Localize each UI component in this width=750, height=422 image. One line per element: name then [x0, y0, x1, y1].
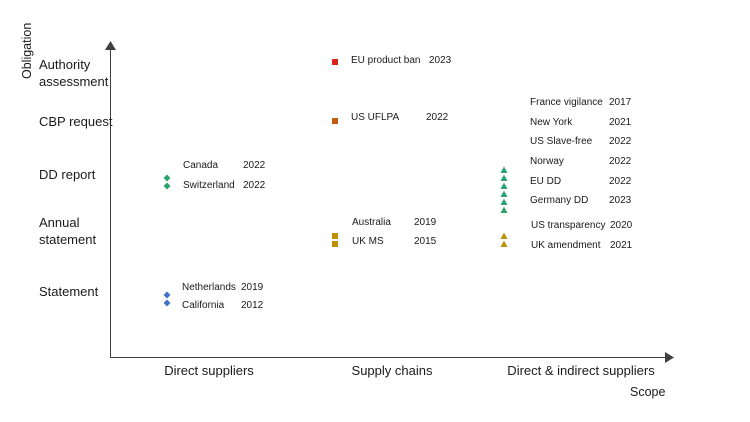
point-label: Germany DD [530, 195, 589, 206]
triangle-marker [500, 206, 508, 213]
point-year: 2022 [609, 176, 632, 187]
point-label: France vigilance [530, 97, 603, 108]
y-tick-label: Statement [39, 284, 99, 299]
point-year: 2012 [241, 300, 264, 311]
x-tick-label: Direct suppliers [164, 363, 254, 378]
y-axis-line [110, 48, 111, 358]
triangle-marker [500, 166, 508, 173]
point-label: US transparency [531, 220, 606, 231]
point-label: New York [530, 117, 573, 128]
triangle-marker [500, 174, 508, 181]
point-year: 2023 [429, 55, 452, 66]
point-year: 2021 [610, 240, 633, 251]
point-year: 2022 [243, 160, 266, 171]
point-year: 2015 [414, 236, 437, 247]
point-label: California [182, 300, 225, 311]
point-label: EU product ban [351, 55, 421, 66]
point-year: 2019 [414, 217, 437, 228]
point-year: 2022 [609, 136, 632, 147]
square-marker [332, 59, 338, 65]
point-label: UK MS [352, 236, 384, 247]
y-tick-label: CBP request [39, 114, 113, 129]
diamond-marker [163, 182, 171, 190]
point-year: 2022 [243, 180, 266, 191]
point-label: Norway [530, 156, 564, 167]
point-label: UK amendment [531, 240, 601, 251]
x-axis-line [110, 357, 666, 358]
y-axis-title: Obligation [20, 22, 34, 79]
y-axis-arrow [105, 41, 116, 50]
square-marker [332, 233, 338, 239]
point-year: 2022 [426, 112, 449, 123]
y-tick-label: Annual statement [39, 215, 97, 247]
triangle-marker [500, 190, 508, 197]
triangle-marker [500, 198, 508, 205]
point-year: 2019 [241, 282, 264, 293]
point-label: US UFLPA [351, 112, 400, 123]
point-year: 2017 [609, 97, 632, 108]
diamond-marker [163, 299, 171, 307]
point-label: Canada [183, 160, 219, 171]
triangle-marker [500, 182, 508, 189]
y-tick-label: DD report [39, 167, 96, 182]
point-label: US Slave-free [530, 136, 593, 147]
diamond-marker [163, 174, 171, 182]
square-marker [332, 241, 338, 247]
x-axis-title: Scope [630, 385, 666, 399]
point-year: 2020 [610, 220, 633, 231]
point-year: 2023 [609, 195, 632, 206]
square-marker [332, 118, 338, 124]
point-label: Switzerland [183, 180, 235, 191]
triangle-marker [500, 240, 508, 247]
diamond-marker [163, 291, 171, 299]
point-label: Australia [352, 217, 391, 228]
point-label: EU DD [530, 176, 562, 187]
triangle-marker [500, 232, 508, 239]
point-label: Netherlands [182, 282, 236, 293]
point-year: 2022 [609, 156, 632, 167]
x-axis-arrow [665, 352, 674, 363]
y-tick-label: Authority assessment [39, 57, 109, 89]
point-year: 2021 [609, 117, 632, 128]
x-tick-label: Direct & indirect suppliers [507, 363, 655, 378]
x-tick-label: Supply chains [351, 363, 433, 378]
